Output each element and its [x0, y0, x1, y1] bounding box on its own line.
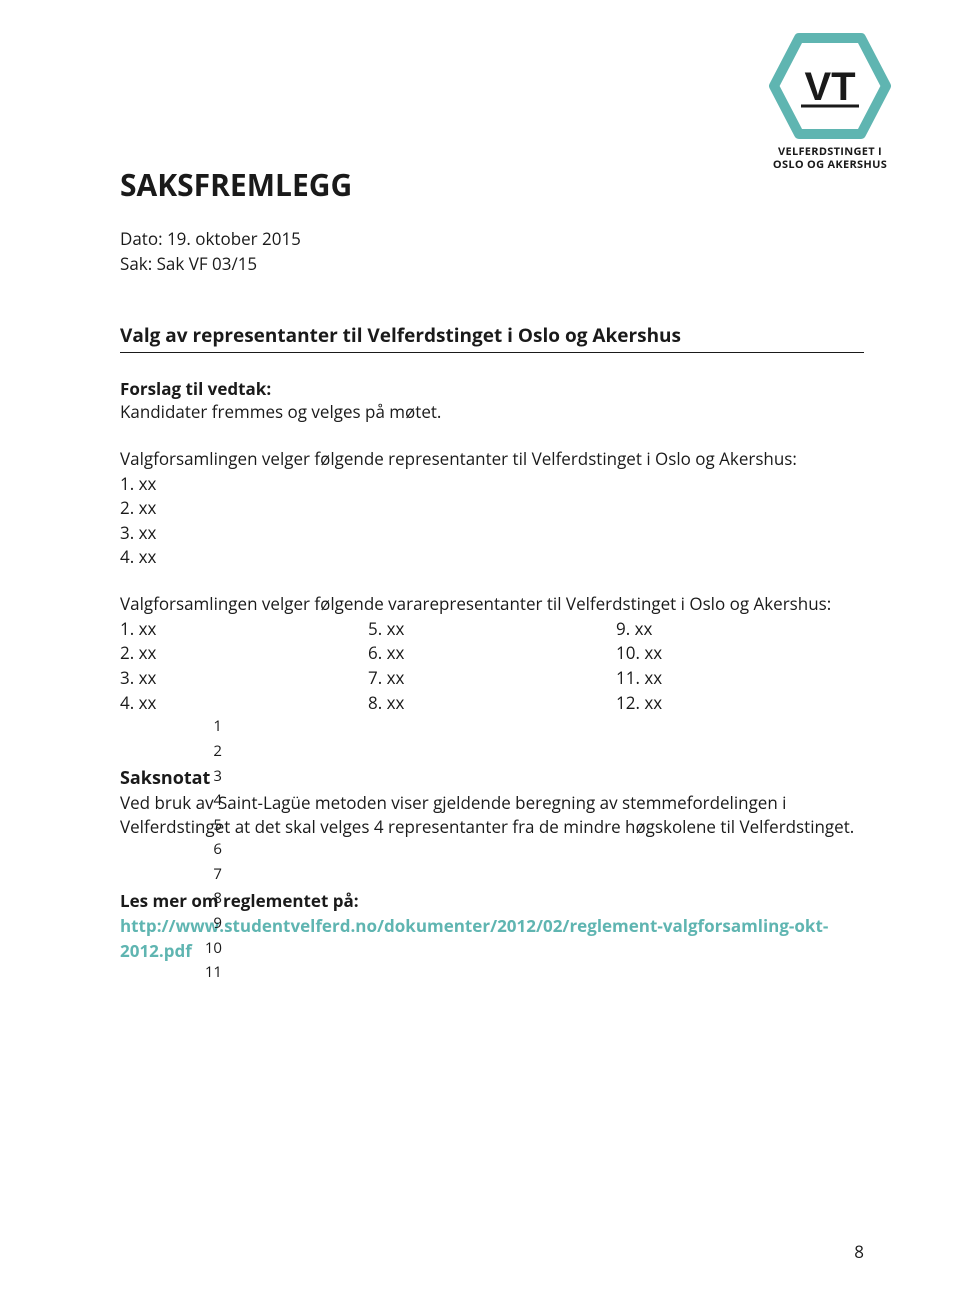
line-number: 1 [196, 715, 222, 740]
reps-intro: Valgforsamlingen velger følgende represe… [120, 447, 864, 472]
line-number: 8 [196, 887, 222, 912]
forslag-text: Kandidater fremmes og velges på møtet. [120, 400, 864, 425]
vara-item: 2. xx [120, 641, 368, 666]
reglement-link[interactable]: http://www.studentvelferd.no/dokumenter/… [120, 914, 864, 939]
vara-item: 11. xx [616, 666, 864, 691]
rep-item: 1. xx [120, 472, 864, 497]
logo-line2: OSLO OG AKERSHUS [773, 159, 887, 172]
meta-sak: Sak: Sak VF 03/15 [120, 252, 864, 277]
line-number: 6 [196, 838, 222, 863]
saksnotat-body: Ved bruk av Saint-Lagüe metoden viser gj… [120, 791, 864, 816]
line-number: 7 [196, 863, 222, 888]
page-title: SAKSFREMLEGG [120, 164, 864, 205]
line-number: 11 [196, 961, 222, 986]
line-number: 9 [196, 912, 222, 937]
vara-item: 3. xx [120, 666, 368, 691]
vara-item: 9. xx [616, 617, 864, 642]
saksnotat-title: Saksnotat [120, 765, 864, 791]
line-number: 2 [196, 740, 222, 765]
vara-item: 7. xx [368, 666, 616, 691]
page-number: 8 [854, 1240, 864, 1263]
vara-item: 12. xx [616, 691, 864, 716]
logo-initials: VT [804, 65, 855, 109]
section-title: Valg av representanter til Velferdstinge… [120, 322, 864, 353]
hexagon-icon: VT [768, 30, 892, 142]
vara-item: 8. xx [368, 691, 616, 716]
line-number-gutter: 1 2 3 4 5 6 7 8 9 10 11 [196, 715, 222, 986]
line-number: 10 [196, 937, 222, 962]
rep-item: 3. xx [120, 521, 864, 546]
line-number: 3 [196, 765, 222, 790]
meta-dato: Dato: 19. oktober 2015 [120, 227, 864, 252]
lesmer-label: Les mer om reglementet på: [120, 889, 864, 914]
rep-item: 2. xx [120, 496, 864, 521]
line-number: 4 [196, 789, 222, 814]
vara-item: 5. xx [368, 617, 616, 642]
vt-logo: VT VELFERDSTINGET I OSLO OG AKERSHUS [768, 30, 892, 171]
forslag-label: Forslag til vedtak: [120, 377, 864, 400]
vara-columns: 1. xx 2. xx 3. xx 4. xx 5. xx 6. xx 7. x… [120, 617, 864, 716]
vara-item: 6. xx [368, 641, 616, 666]
line-number: 5 [196, 814, 222, 839]
reglement-link[interactable]: 2012.pdf [120, 939, 864, 964]
vara-item: 4. xx [120, 691, 368, 716]
vara-intro: Valgforsamlingen velger følgende vararep… [120, 592, 864, 617]
vara-item: 1. xx [120, 617, 368, 642]
vara-item: 10. xx [616, 641, 864, 666]
saksnotat-body: Velferdstinget at det skal velges 4 repr… [120, 815, 864, 840]
rep-item: 4. xx [120, 545, 864, 570]
